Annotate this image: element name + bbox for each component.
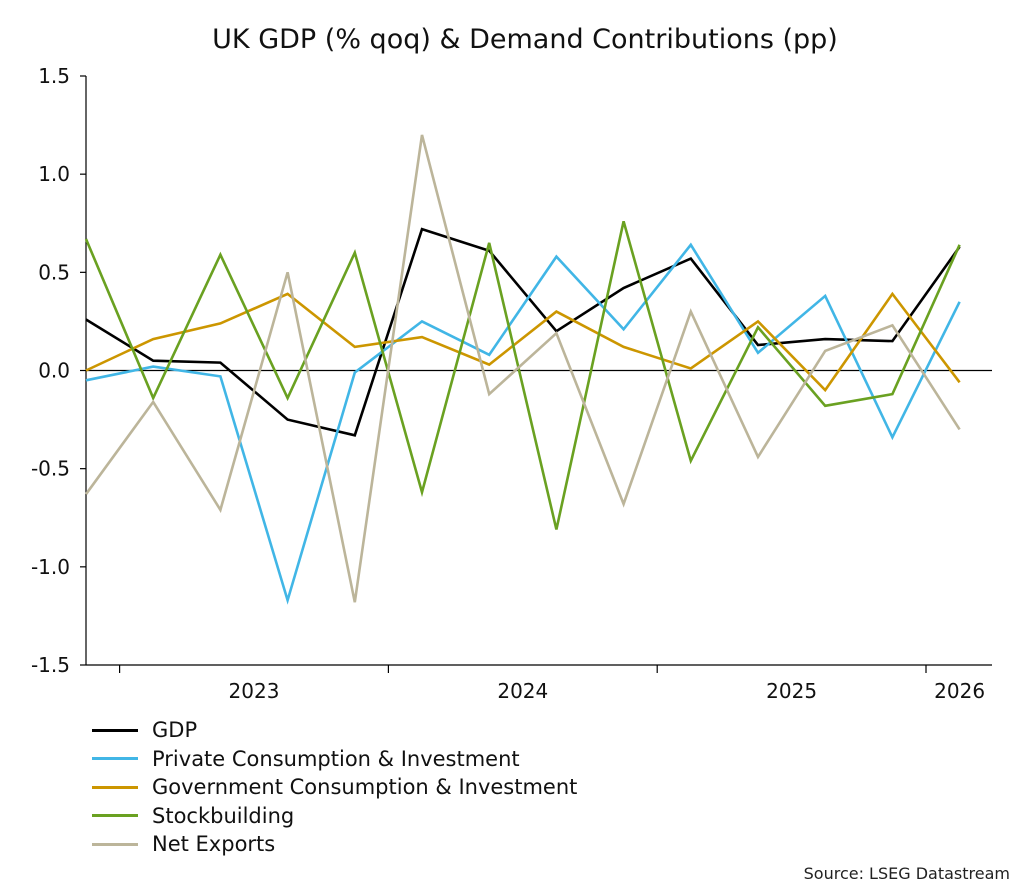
legend-item: Net Exports xyxy=(92,830,577,859)
legend-swatch xyxy=(92,785,138,789)
y-tick-label: -1.5 xyxy=(31,653,70,677)
legend-label: Stockbuilding xyxy=(152,803,295,828)
chart-title: UK GDP (% qoq) & Demand Contributions (p… xyxy=(212,24,838,55)
series-line-net-exports xyxy=(84,134,961,603)
series-line-private-consumption-investment xyxy=(85,242,961,605)
legend-label: Government Consumption & Investment xyxy=(152,775,578,800)
legend-swatch xyxy=(92,757,138,761)
y-tick-label: 0.0 xyxy=(38,359,70,383)
source-note: Source: LSEG Datastream xyxy=(803,864,1010,883)
series-line-government-consumption-investment xyxy=(85,291,961,393)
x-tick-label: 2024 xyxy=(497,679,548,703)
y-tick-label: 1.5 xyxy=(38,64,70,88)
x-tick-label: 2023 xyxy=(229,679,280,703)
legend-item: GDP xyxy=(92,716,577,745)
x-tick-label: 2026 xyxy=(934,679,985,703)
y-tick-label: -0.5 xyxy=(31,457,70,481)
legend-item: Government Consumption & Investment xyxy=(92,773,577,802)
x-tick-label: 2025 xyxy=(766,679,817,703)
legend-label: GDP xyxy=(152,718,198,743)
legend-item: Private Consumption & Investment xyxy=(92,745,577,774)
legend-item: Stockbuilding xyxy=(92,802,577,831)
y-tick-label: 0.5 xyxy=(38,260,70,284)
legend-swatch xyxy=(92,814,138,818)
y-tick-label: 1.0 xyxy=(38,162,70,186)
series-line-gdp xyxy=(85,227,961,437)
series-line-stockbuilding xyxy=(84,220,961,530)
legend-swatch xyxy=(92,728,138,732)
legend: GDP Private Consumption & Investment Gover… xyxy=(92,716,577,859)
legend-swatch xyxy=(92,842,138,846)
y-tick-label: -1.0 xyxy=(31,555,70,579)
legend-label: Net Exports xyxy=(152,832,276,857)
legend-label: Private Consumption & Investment xyxy=(152,746,520,771)
